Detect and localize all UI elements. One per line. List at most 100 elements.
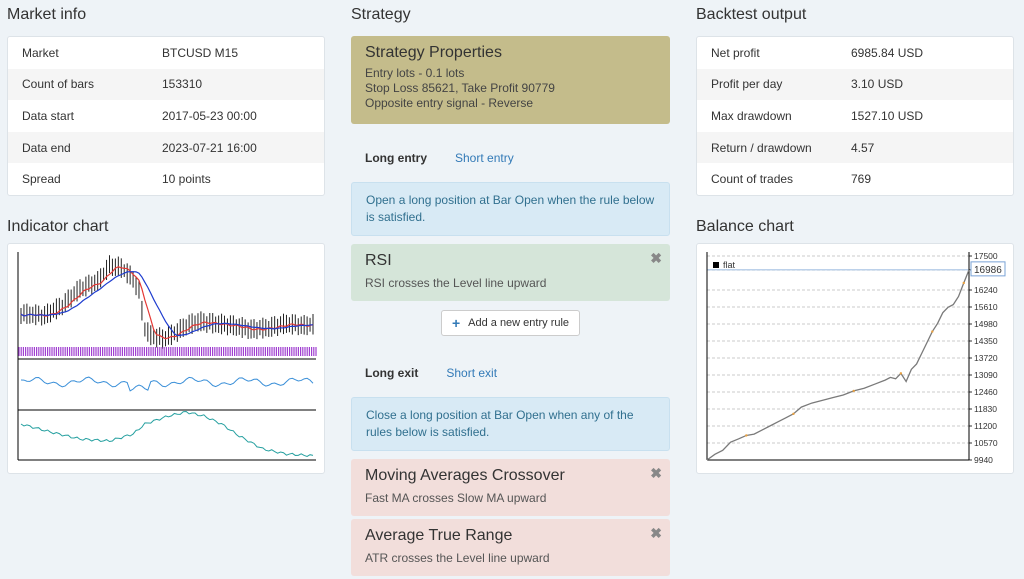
- exit-rule-atr[interactable]: Average True Range ATR crosses the Level…: [351, 519, 670, 576]
- close-icon[interactable]: ✖: [650, 250, 662, 266]
- y-tick-label: 12460: [974, 387, 998, 397]
- row-value: 2017-05-23 00:00: [162, 108, 257, 123]
- market-info-title: Market info: [7, 6, 87, 23]
- middle-column: Strategy Strategy Properties Entry lots …: [351, 0, 670, 576]
- close-icon[interactable]: ✖: [650, 525, 662, 541]
- indicator-chart-panel: [7, 242, 325, 474]
- market-info-table: Market BTCUSD M15 Count of bars 153310 Data …: [8, 37, 324, 195]
- fast-ma-line: [20, 266, 314, 340]
- row-label: Data end: [8, 131, 148, 164]
- balance-chart-panel: 17500 16986 16240 15610 14980 14350 13720 13090…: [696, 242, 1014, 474]
- row-value: BTCUSD M15: [162, 45, 239, 60]
- balance-chart-title: Balance chart: [696, 217, 794, 235]
- exit-rule-ma-crossover[interactable]: Moving Averages Crossover Fast MA crosse…: [351, 459, 670, 516]
- row-label: Count of trades: [711, 172, 794, 187]
- y-tick-label: 17500: [974, 251, 998, 261]
- backtest-output-title: Backtest output: [696, 6, 807, 23]
- exit-rule-title: Moving Averages Crossover: [365, 467, 565, 484]
- table-row: Profit per day 3.10 USD: [697, 68, 1013, 101]
- add-entry-wrap: + Add a new entry rule: [351, 310, 670, 336]
- legend-swatch: [713, 261, 719, 268]
- row-value: 769: [851, 172, 872, 187]
- slow-ma-line: [20, 271, 314, 337]
- y-tick-label: 15610: [974, 302, 998, 312]
- right-column: Backtest output Net profit 6985.84 USD Pro…: [696, 0, 1014, 474]
- entry-rule-rsi[interactable]: RSI RSI crosses the Level line upward ✖: [351, 244, 670, 301]
- market-info-panel: Market BTCUSD M15 Count of bars 153310 Data …: [7, 36, 325, 196]
- row-label: Market: [22, 45, 59, 60]
- y-tick-label: 11830: [974, 404, 997, 414]
- table-row: Data end 2023-07-21 16:00: [8, 131, 324, 164]
- row-label: Count of bars: [8, 68, 148, 101]
- y-tick-label: 14350: [974, 336, 998, 346]
- left-column: Market info Market BTCUSD M15 Count of bar…: [7, 0, 325, 474]
- row-label: Spread: [22, 172, 61, 187]
- table-row: Return / drawdown 4.57: [697, 131, 1013, 164]
- table-row: Market BTCUSD M15: [8, 37, 324, 69]
- row-label: Data start: [22, 108, 75, 123]
- tab-short-exit[interactable]: Short exit: [446, 366, 498, 380]
- tab-short-entry[interactable]: Short entry: [455, 151, 514, 165]
- close-icon[interactable]: ✖: [650, 465, 662, 481]
- rsi-line: [20, 376, 314, 392]
- strategy-properties-line: Opposite entry signal - Reverse: [365, 96, 534, 110]
- strategy-title: Strategy: [351, 6, 411, 23]
- indicator-chart: [17, 251, 317, 461]
- strategy-properties-title: Strategy Properties: [365, 44, 502, 61]
- backtest-output-panel: Net profit 6985.84 USD Profit per day 3.10 …: [696, 36, 1014, 196]
- row-label: Return / drawdown: [697, 131, 837, 164]
- balance-chart: 17500 16986 16240 15610 14980 14350 13720 13090…: [706, 251, 1006, 465]
- y-tick-label: 10570: [974, 438, 998, 448]
- row-label: Profit per day: [697, 68, 837, 101]
- balance-point: [962, 281, 965, 285]
- y-tick-label: 16240: [974, 285, 998, 295]
- y-tick-label: 11200: [974, 421, 997, 431]
- row-label: Net profit: [711, 45, 760, 60]
- row-value: 4.57: [837, 131, 1013, 164]
- strategy-properties-line: Entry lots - 0.1 lots: [365, 66, 465, 80]
- table-row: Count of trades 769: [697, 163, 1013, 195]
- row-value: 153310: [148, 68, 324, 101]
- y-tick-label: 13720: [974, 353, 998, 363]
- y-tick-label: 9940: [974, 455, 993, 465]
- balance-point: [792, 412, 795, 416]
- indicator-chart-title: Indicator chart: [7, 217, 109, 235]
- row-label: Max drawdown: [711, 108, 792, 123]
- table-row: Max drawdown 1527.10 USD: [697, 100, 1013, 132]
- plus-icon: +: [451, 315, 461, 331]
- tab-long-exit[interactable]: Long exit: [365, 366, 419, 380]
- balance-point: [931, 330, 934, 333]
- table-row: Spread 10 points: [8, 163, 324, 195]
- entry-rule-desc: RSI crosses the Level line upward: [365, 276, 547, 290]
- exit-rule-desc: ATR crosses the Level line upward: [365, 551, 550, 565]
- table-row: Net profit 6985.84 USD: [697, 37, 1013, 69]
- exit-info: Close a long position at Bar Open when a…: [351, 397, 670, 451]
- row-value: 6985.84 USD: [851, 45, 924, 60]
- entry-rule-title: RSI: [365, 252, 392, 269]
- y-tick-label: 13090: [974, 370, 998, 380]
- tab-long-entry[interactable]: Long entry: [365, 151, 427, 165]
- entry-tabs: Long entry Short entry: [351, 136, 670, 180]
- table-row: Count of bars 153310: [8, 68, 324, 101]
- exit-tabs: Long exit Short exit: [351, 351, 670, 395]
- balance-point: [899, 372, 903, 375]
- row-value: 2023-07-21 16:00: [148, 131, 324, 164]
- table-row: Data start 2017-05-23 00:00: [8, 100, 324, 132]
- exit-rule-desc: Fast MA crosses Slow MA upward: [365, 491, 547, 505]
- y-tick-label: 16986: [974, 265, 1002, 276]
- balance-point: [745, 434, 748, 437]
- row-value: 3.10 USD: [837, 68, 1013, 101]
- atr-line: [20, 410, 314, 457]
- row-value: 1527.10 USD: [851, 108, 924, 123]
- entry-info: Open a long position at Bar Open when th…: [351, 182, 670, 236]
- current-value-box: [970, 261, 1006, 277]
- strategy-properties-line: Stop Loss 85621, Take Profit 90779: [365, 81, 555, 95]
- exit-rule-title: Average True Range: [365, 527, 513, 544]
- balance-line: [706, 269, 970, 461]
- y-tick-label: 14980: [974, 319, 998, 329]
- legend-label: flat: [723, 260, 736, 270]
- backtest-output-table: Net profit 6985.84 USD Profit per day 3.10 …: [697, 37, 1013, 195]
- add-entry-rule-button[interactable]: + Add a new entry rule: [440, 310, 581, 336]
- row-value: 10 points: [162, 172, 211, 187]
- strategy-properties[interactable]: Strategy Properties Entry lots - 0.1 lot…: [351, 36, 670, 124]
